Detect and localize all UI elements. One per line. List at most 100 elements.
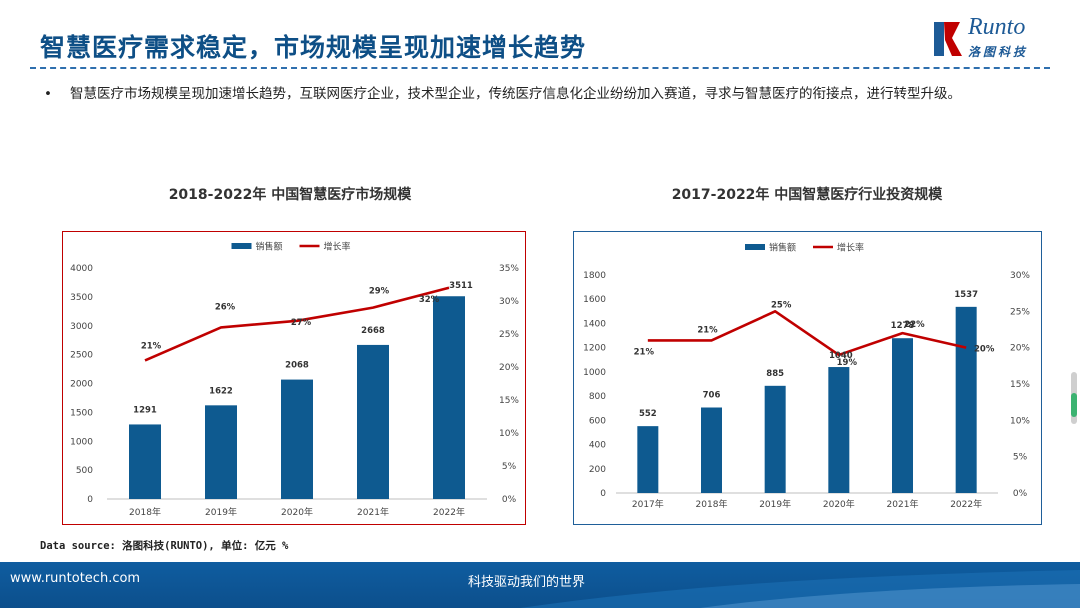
y-axis-tick-label: 400 xyxy=(589,441,606,451)
legend-label-sales: 销售额 xyxy=(256,241,283,253)
bar-data-label: 552 xyxy=(639,409,657,419)
page-title: 智慧医疗需求稳定，市场规模呈现加速增长趋势 xyxy=(40,33,587,62)
footer-bar: www.runtotech.com 科技驱动我们的世界 xyxy=(0,562,1080,608)
bar-sales-2021年 xyxy=(892,338,913,493)
bar-data-label: 706 xyxy=(703,390,721,400)
footer-url-link[interactable]: www.runtotech.com xyxy=(10,571,141,586)
scroll-indicator xyxy=(1071,393,1077,417)
x-axis-category-label: 2020年 xyxy=(823,498,855,510)
chart-title-market: 2018-2022年 中国智慧医疗市场规模 xyxy=(168,187,412,203)
data-source-note: Data source: 洛图科技(RUNTO), 单位: 亿元 % xyxy=(40,540,289,552)
bar-data-label: 1622 xyxy=(209,386,233,396)
market-size-chart: 销售额 增长率 0 500 1000 1500 2000 2500 3000 3500 4000 0%… xyxy=(62,231,526,525)
y-axis-tick-label: 1400 xyxy=(583,319,606,329)
y2-axis-tick-label: 35% xyxy=(499,264,519,274)
bar-sales-2018年 xyxy=(129,424,161,499)
line-data-label: 21% xyxy=(141,341,162,351)
bar-sales-2018年 xyxy=(701,407,722,493)
y2-axis-tick-label: 10% xyxy=(1010,416,1030,426)
chart-legend: 销售额 增长率 xyxy=(745,242,864,254)
line-data-label: 22% xyxy=(904,320,925,330)
bar-data-label: 1291 xyxy=(133,405,157,415)
bar-sales-2020年 xyxy=(281,379,313,499)
y-axis-tick-label: 1200 xyxy=(583,344,606,354)
y2-axis-tick-label: 30% xyxy=(1010,271,1030,281)
y2-axis-tick-label: 15% xyxy=(499,396,519,406)
footer-swoosh-decoration xyxy=(520,570,1080,608)
line-data-label: 21% xyxy=(634,347,655,357)
footer-slogan: 科技驱动我们的世界 xyxy=(468,575,586,590)
x-axis-category-label: 2017年 xyxy=(632,498,664,510)
bar-data-label: 885 xyxy=(766,369,784,379)
y2-axis-tick-label: 10% xyxy=(499,429,519,439)
bar-sales-2020年 xyxy=(828,367,850,493)
runto-logo: Runto 洛图科技 xyxy=(930,14,1060,62)
bar-data-label: 3511 xyxy=(449,281,473,291)
chart-title-investment: 2017-2022年 中国智慧医疗行业投资规模 xyxy=(671,187,943,203)
x-axis-category-label: 2018年 xyxy=(696,498,728,510)
y2-axis-tick-label: 25% xyxy=(1010,307,1030,317)
x-axis-category-label: 2020年 xyxy=(281,506,313,518)
x-axis-category-label: 2019年 xyxy=(205,506,237,518)
y2-axis-tick-label: 0% xyxy=(502,495,517,505)
bar-data-label: 1040 xyxy=(829,351,853,361)
line-data-label: 19% xyxy=(837,358,858,368)
chart-svg: 销售额 增长率 0 500 1000 1500 2000 2500 3000 3500 4000 0%… xyxy=(70,241,519,519)
x-axis-category-label: 2019年 xyxy=(759,498,791,510)
x-axis-category-label: 2021年 xyxy=(887,498,919,510)
y-axis-tick-label: 0 xyxy=(600,489,606,499)
chart-svg: 销售额 增长率 0 200 400 600 800 1000 1200 1400 1600 1800 0… xyxy=(583,242,1030,511)
y-axis-tick-label: 1000 xyxy=(583,368,606,378)
bar-data-label: 1537 xyxy=(954,290,978,300)
chart-legend: 销售额 增长率 xyxy=(231,241,351,253)
bullet-marker: • xyxy=(44,86,52,102)
y2-axis-tick-label: 5% xyxy=(502,462,517,472)
runto-logo-icon xyxy=(934,22,962,56)
y2-axis-tick-label: 30% xyxy=(499,297,519,307)
summary-text: 智慧医疗市场规模呈现加速增长趋势，互联网医疗企业，技术型企业，传统医疗信息化企业… xyxy=(70,86,961,102)
line-data-label: 26% xyxy=(215,302,236,312)
legend-label-growth: 增长率 xyxy=(324,241,351,253)
y-axis-tick-label: 600 xyxy=(589,416,606,426)
line-data-label: 32% xyxy=(419,295,440,305)
bar-sales-2021年 xyxy=(357,344,389,499)
y-axis-tick-label: 500 xyxy=(76,466,93,476)
legend-swatch-bar xyxy=(231,243,252,249)
bar-sales-2022年 xyxy=(433,296,465,499)
y-axis-tick-label: 3000 xyxy=(70,322,93,332)
line-data-label: 27% xyxy=(291,318,312,328)
bar-sales-2019年 xyxy=(205,405,237,499)
y-axis-tick-label: 3500 xyxy=(70,293,93,303)
y-axis-tick-label: 1000 xyxy=(70,437,93,447)
growth-rate-line xyxy=(144,286,450,362)
bar-sales-2022年 xyxy=(955,306,977,493)
summary-bullet: • 智慧医疗市场规模呈现加速增长趋势，互联网医疗企业，技术型企业，传统医疗信息化… xyxy=(44,84,1034,104)
x-axis-category-label: 2021年 xyxy=(357,506,389,518)
line-data-label: 21% xyxy=(697,325,718,335)
y-axis-tick-label: 0 xyxy=(87,495,93,505)
y-axis-tick-label: 4000 xyxy=(70,264,93,274)
y2-axis-tick-label: 15% xyxy=(1010,380,1030,390)
legend-label-sales: 销售额 xyxy=(769,242,796,254)
y2-axis-tick-label: 0% xyxy=(1013,489,1028,499)
logo-subtitle: 洛图科技 xyxy=(968,45,1029,59)
bar-sales-2019年 xyxy=(764,385,786,493)
y2-axis-tick-label: 20% xyxy=(1010,344,1030,354)
legend-swatch-bar xyxy=(745,244,765,250)
legend-label-growth: 增长率 xyxy=(837,242,864,254)
line-data-label: 29% xyxy=(369,287,390,297)
investment-scale-chart: 销售额 增长率 0 200 400 600 800 1000 1200 1400 1600 1800 0… xyxy=(573,231,1042,525)
y-axis-tick-label: 2000 xyxy=(70,380,93,390)
y2-axis-tick-label: 20% xyxy=(499,363,519,373)
x-axis-category-label: 2018年 xyxy=(129,506,161,518)
y2-axis-tick-label: 5% xyxy=(1013,453,1028,463)
bar-data-label: 2668 xyxy=(361,326,385,336)
logo-wordmark: Runto xyxy=(968,14,1026,40)
line-data-label: 20% xyxy=(974,345,995,355)
bar-data-label: 2068 xyxy=(285,361,309,371)
growth-rate-line xyxy=(647,310,967,357)
bar-data-label: 1278 xyxy=(891,321,915,331)
y-axis-tick-label: 2500 xyxy=(70,351,93,361)
y-axis-tick-label: 800 xyxy=(589,392,606,402)
y-axis-tick-label: 200 xyxy=(589,465,606,475)
